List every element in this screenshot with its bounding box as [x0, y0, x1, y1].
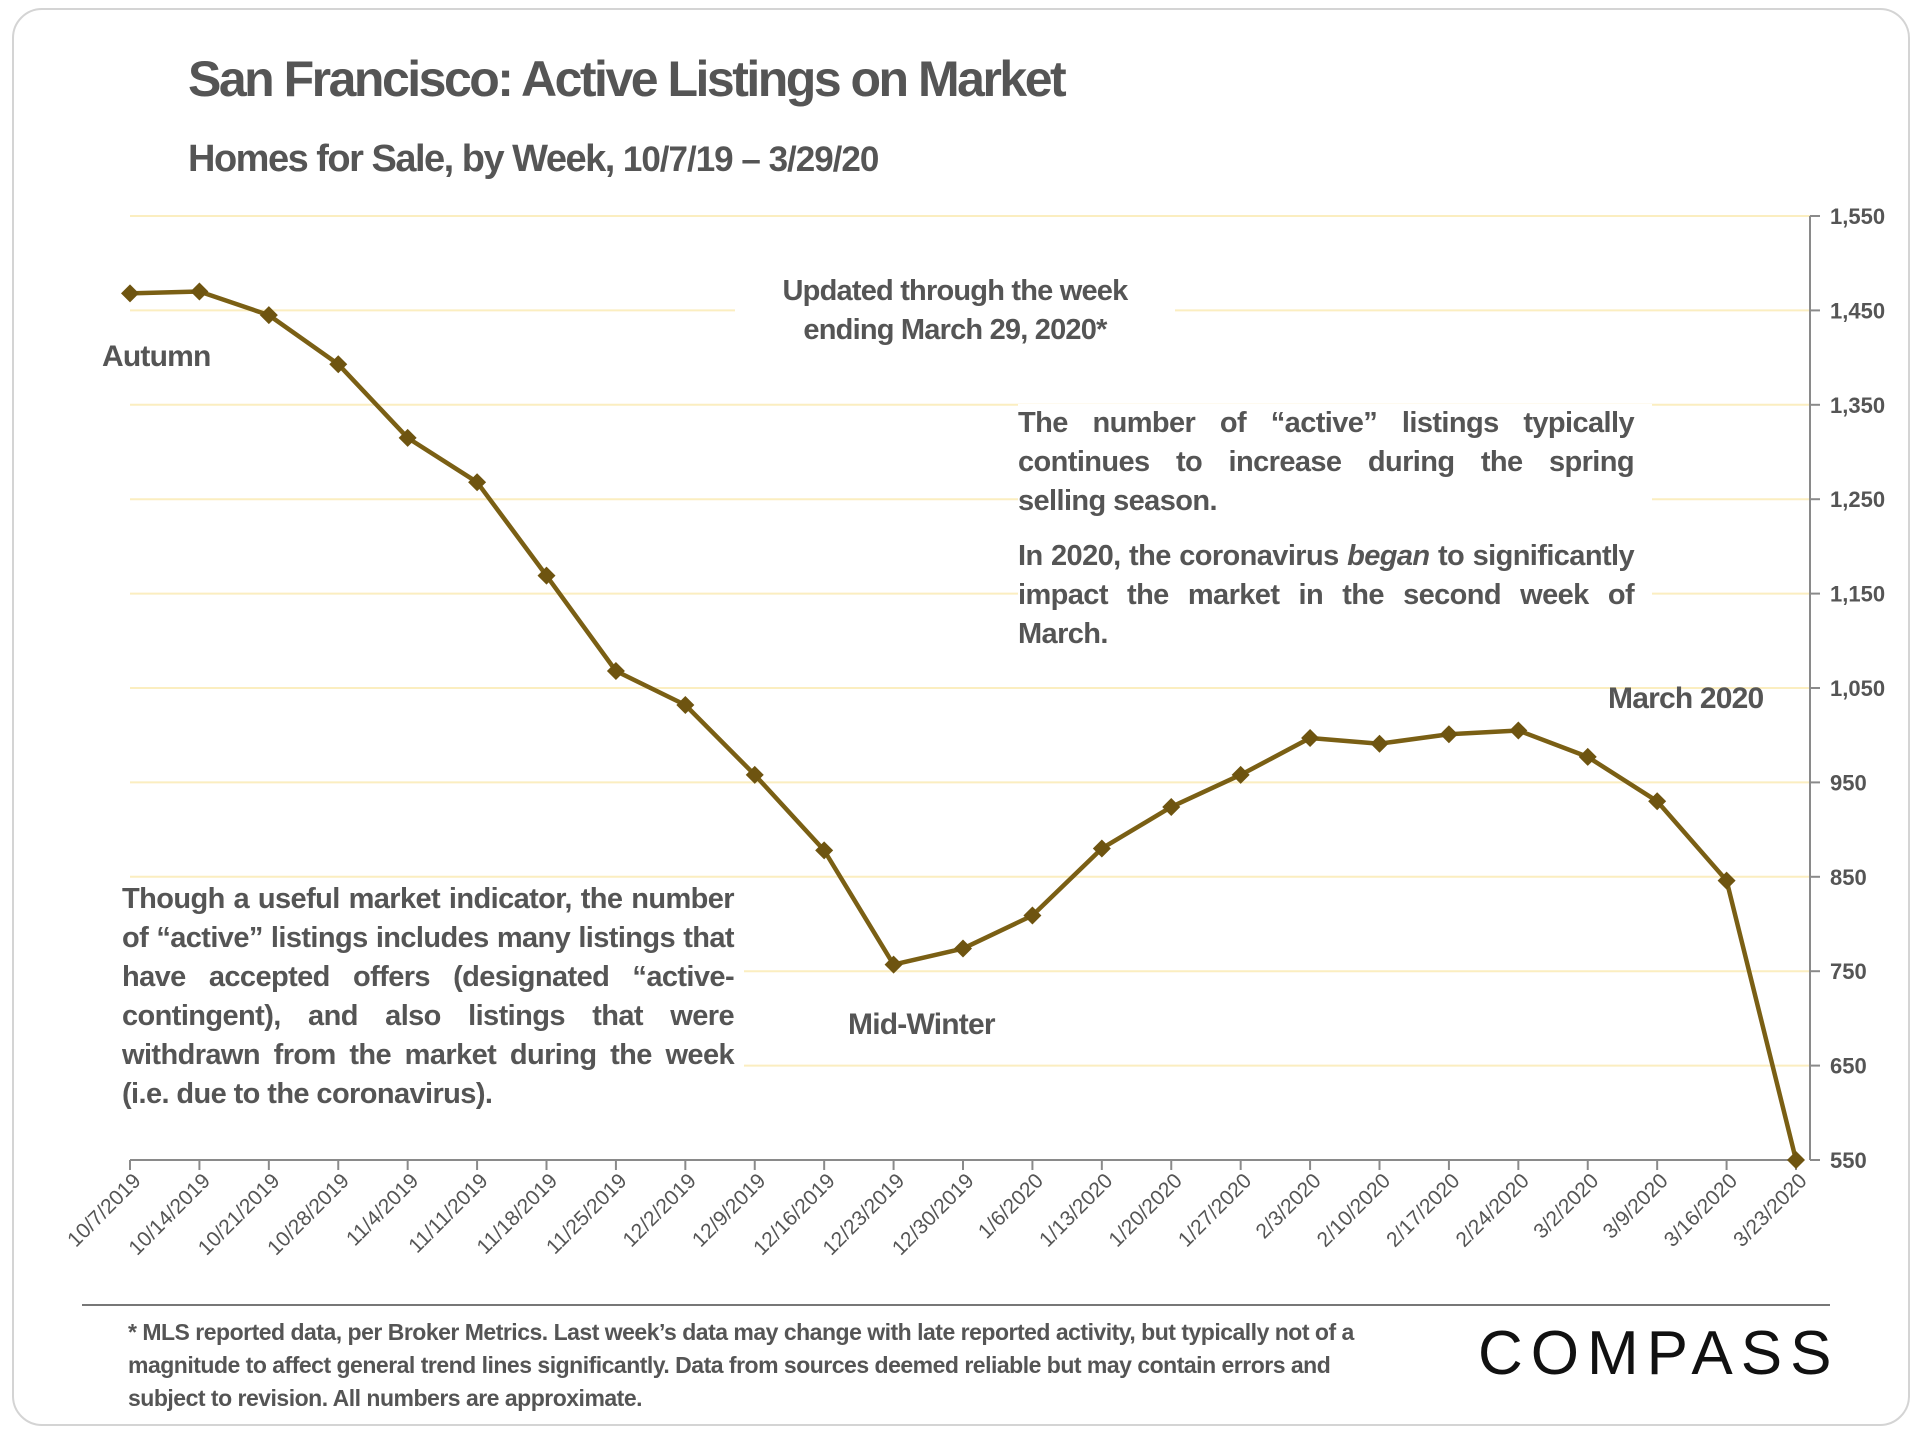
data-point	[1370, 734, 1389, 753]
chart-subtitle: Homes for Sale, by Week, 10/7/19 – 3/29/…	[188, 138, 879, 181]
y-tick-label: 650	[1830, 1054, 1867, 1079]
y-tick-labels: 550 650 750 850 950 1,050 1,150 1,250 1,350 1,450…	[1830, 204, 1885, 1173]
data-point	[676, 695, 695, 714]
x-tick-labels: 10/7/201910/14/201910/21/201910/28/20191…	[63, 1169, 1811, 1260]
y-tick-label: 1,550	[1830, 204, 1885, 229]
x-tick-label: 2/17/2020	[1382, 1169, 1464, 1251]
autumn-label: Autumn	[102, 340, 211, 373]
data-point	[1787, 1151, 1805, 1169]
spring-note-2-part-b: to significantly impact the market in th…	[1018, 540, 1635, 650]
x-tick-label: 1/27/2020	[1174, 1169, 1256, 1251]
chart-card	[12, 8, 1910, 1426]
x-tick-label: 3/23/2020	[1729, 1169, 1811, 1251]
series-active-listings	[121, 282, 1805, 1169]
data-point	[1092, 839, 1111, 858]
y-tick-label: 850	[1830, 865, 1867, 890]
y-tick-label: 1,450	[1830, 298, 1885, 323]
x-tick-label: 3/16/2020	[1660, 1169, 1742, 1251]
data-point	[190, 282, 209, 301]
axes	[129, 215, 1820, 1170]
spring-note-paragraph-2: In 2020, the coronavirus began to signif…	[1018, 537, 1635, 654]
footnote: * MLS reported data, per Broker Metrics.…	[128, 1319, 1354, 1411]
spring-season-note: The number of “active” listings typicall…	[1018, 404, 1652, 654]
x-tick-label: 2/10/2020	[1313, 1169, 1395, 1251]
data-point	[468, 473, 487, 492]
indicator-note-paragraph: Though a useful market indicator, the nu…	[122, 883, 735, 1110]
spring-note-paragraph-1: The number of “active” listings typicall…	[1018, 407, 1635, 517]
data-point	[329, 355, 348, 374]
data-point	[121, 284, 139, 303]
data-point	[1162, 797, 1181, 816]
compass-logo: COMPASS	[1478, 1319, 1840, 1388]
y-tick-label: 1,350	[1830, 393, 1885, 418]
x-tick-label: 1/13/2020	[1035, 1169, 1117, 1251]
data-point	[1648, 792, 1667, 811]
subtitle-main: Homes for Sale, by Week,	[188, 138, 615, 180]
chart-title: San Francisco: Active Listings on Market	[188, 51, 1067, 107]
spring-note-2-emphasis: began	[1347, 540, 1430, 572]
updated-note: Updated through the week ending March 29…	[735, 272, 1175, 350]
data-point	[1231, 765, 1250, 784]
x-tick-label: 12/2/2019	[619, 1169, 701, 1251]
data-point	[884, 955, 903, 974]
updated-line-1: Updated through the week	[782, 275, 1129, 307]
indicator-note: Though a useful market indicator, the nu…	[122, 880, 744, 1118]
data-point	[815, 841, 834, 860]
y-tick-label: 750	[1830, 959, 1867, 984]
y-tick-label: 950	[1830, 770, 1867, 795]
data-point	[954, 939, 972, 958]
data-point	[745, 765, 764, 784]
footer-divider	[82, 1304, 1830, 1306]
data-point	[1509, 721, 1528, 740]
data-point	[606, 662, 625, 681]
subtitle-dates: 10/7/19 – 3/29/20	[622, 140, 879, 179]
y-tick-label: 550	[1830, 1148, 1867, 1173]
y-tick-label: 1,150	[1830, 582, 1885, 607]
march-2020-label: March 2020	[1608, 682, 1764, 715]
y-tick-label: 1,050	[1830, 676, 1885, 701]
x-tick-label: 3/2/2020	[1529, 1169, 1603, 1243]
data-point	[1301, 729, 1320, 748]
data-point	[1023, 906, 1042, 925]
mid-winter-label: Mid-Winter	[848, 1008, 996, 1041]
x-tick-label: 2/24/2020	[1452, 1169, 1534, 1251]
spring-note-2-part-a: In 2020, the coronavirus	[1018, 540, 1348, 572]
data-point	[1578, 747, 1597, 766]
data-point	[398, 428, 417, 447]
data-point	[259, 306, 278, 325]
data-point	[537, 566, 556, 585]
updated-line-2: ending March 29, 2020*	[803, 314, 1107, 346]
data-point	[1439, 725, 1458, 744]
y-tick-label: 1,250	[1830, 487, 1885, 512]
x-tick-label: 1/20/2020	[1104, 1169, 1186, 1251]
data-point	[1717, 871, 1736, 890]
